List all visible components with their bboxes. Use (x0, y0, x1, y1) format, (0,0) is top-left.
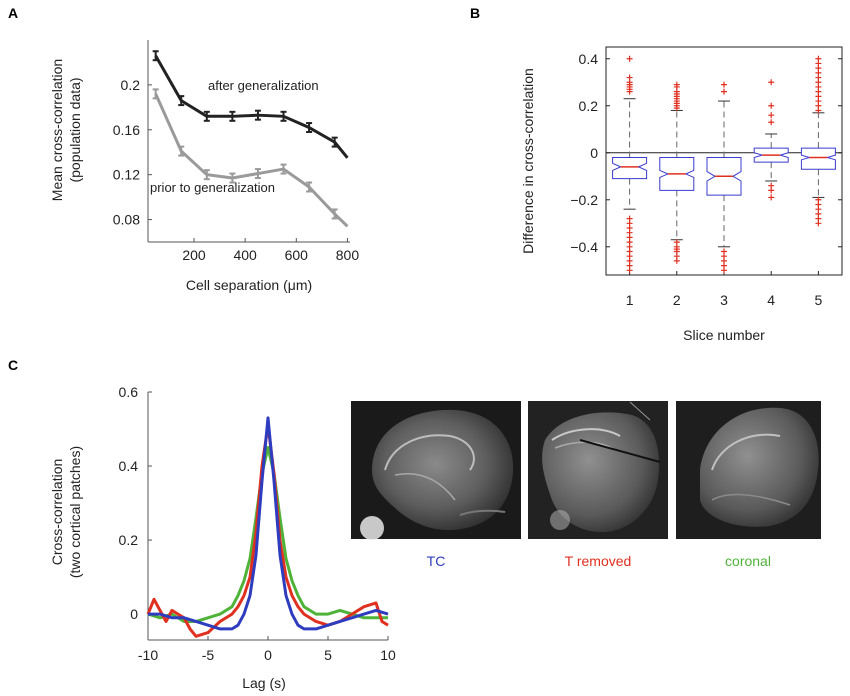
box (800, 147, 836, 170)
y-axis-title-line2: (population data) (67, 77, 83, 182)
chart-c: -10 -5 0 5 10 0 0.2 0.4 0.6 Lag (s) Cross-correlat… (49, 384, 396, 691)
panel-c-letter: C (8, 357, 18, 373)
box-slice-4 (753, 79, 789, 201)
y-tick-label: 0 (130, 606, 138, 622)
outlier-point (768, 187, 775, 194)
chart-a: 200 400 600 800 0.08 0.12 0.16 0.2 Cell separati… (49, 40, 359, 293)
x-axis-title: Cell separation (μm) (186, 277, 312, 293)
x-tick-label: 10 (380, 647, 396, 663)
y-tick-label: 0.16 (113, 122, 140, 138)
y-tick-label: 0.4 (579, 51, 599, 67)
outlier-point (673, 81, 680, 88)
x-axis-title: Slice number (683, 327, 765, 343)
outlier-point (768, 102, 775, 109)
annotation-after: after generalization (208, 78, 319, 93)
outlier-point (768, 112, 775, 119)
y-tick-label: 0.08 (113, 212, 140, 228)
outlier-point (721, 88, 727, 95)
y-tick-label: 0.12 (113, 167, 140, 183)
x-tick-label: -10 (138, 647, 158, 663)
series-line-coronal (147, 446, 388, 623)
panel-b: B −0.4 −0.2 0 0.2 0.4 1 2 3 4 5 Slice number Differ… (470, 5, 843, 343)
image-tc (351, 401, 521, 540)
x-tick-label: 800 (336, 247, 360, 263)
outlier-point (626, 55, 633, 62)
x-tick-label: 5 (324, 647, 332, 663)
box-slice-1 (612, 55, 648, 274)
outlier-point (721, 81, 727, 88)
x-tick-label: 200 (182, 247, 206, 263)
y-tick-label: 0.6 (119, 384, 139, 400)
x-tick-label: 1 (626, 292, 634, 308)
y-tick-label: 0 (590, 145, 598, 161)
outlier-point (815, 220, 822, 227)
x-axis-title: Lag (s) (242, 675, 286, 691)
panel-a-letter: A (8, 5, 18, 21)
box-slice-5 (800, 55, 836, 227)
x-tick-label: 400 (233, 247, 257, 263)
series-line-prior (154, 93, 349, 228)
annotation-prior: prior to generalization (150, 180, 275, 195)
outlier-point (673, 257, 680, 264)
y-tick-label: 0.2 (579, 98, 599, 114)
panel-b-letter: B (470, 5, 480, 21)
x-tick-label: 5 (815, 292, 823, 308)
outlier-point (721, 267, 727, 274)
outlier-point (815, 55, 822, 62)
outlier-point (626, 74, 633, 81)
y-tick-label: −0.4 (570, 239, 598, 255)
chart-b: −0.4 −0.2 0 0.2 0.4 1 2 3 4 5 Slice number Differen… (520, 46, 843, 343)
box-slice-2 (659, 81, 695, 264)
panel-a: A 200 400 600 800 0.08 0.12 0.16 0.2 Cell separa… (8, 5, 359, 293)
y-axis-title-line1: Cross-correlation (49, 459, 65, 566)
box (612, 156, 648, 180)
y-axis-title-line2: (two cortical patches) (67, 446, 83, 578)
image-coronal (676, 401, 821, 539)
box-slice-3 (706, 81, 742, 274)
y-tick-label: 0.2 (121, 77, 141, 93)
x-tick-label: 4 (767, 292, 775, 308)
x-tick-label: 2 (673, 292, 681, 308)
y-axis-title: Difference in cross-correlation (520, 68, 536, 254)
outlier-point (768, 194, 775, 201)
y-tick-label: 0.4 (119, 458, 139, 474)
outlier-point (626, 267, 633, 274)
y-tick-label: −0.2 (570, 192, 598, 208)
panel-c: C -10 -5 0 5 10 0 0.2 0.4 0.6 Lag (s) Cross-correl… (8, 357, 821, 691)
series-line-after (154, 54, 349, 159)
y-tick-label: 0.2 (119, 532, 139, 548)
x-tick-label: -5 (202, 647, 215, 663)
caption-t-removed: T removed (565, 553, 632, 569)
x-tick-label: 600 (285, 247, 309, 263)
series-line-tc (148, 416, 389, 631)
image-t-removed (528, 401, 668, 539)
y-axis-title-line1: Mean cross-correlation (49, 59, 65, 201)
outlier-point (768, 79, 775, 86)
caption-coronal: coronal (725, 553, 771, 569)
outlier-point (768, 119, 775, 126)
x-tick-label: 0 (264, 647, 272, 663)
caption-tc: TC (427, 553, 446, 569)
x-tick-label: 3 (720, 292, 728, 308)
